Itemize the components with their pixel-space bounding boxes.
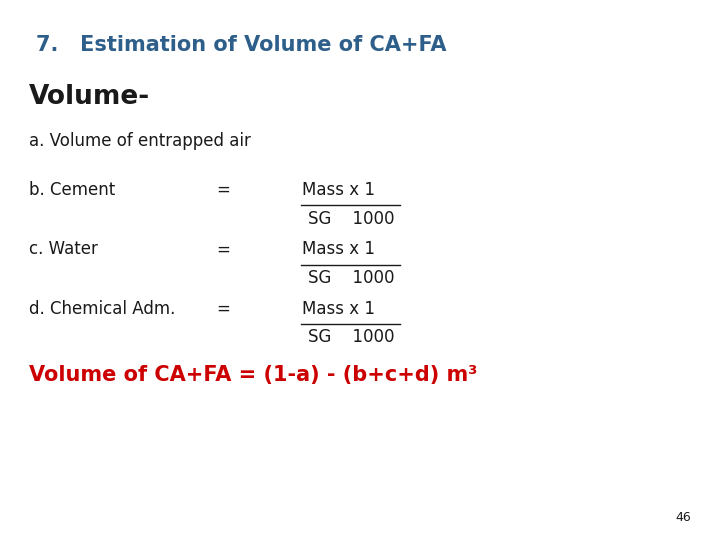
Text: =: = [216, 300, 230, 318]
Text: SG    1000: SG 1000 [308, 210, 395, 227]
Text: 7.   Estimation of Volume of CA+FA: 7. Estimation of Volume of CA+FA [36, 35, 446, 55]
Text: c. Water: c. Water [29, 240, 98, 258]
Text: Volume of CA+FA = (1-a) - (b+c+d) m³: Volume of CA+FA = (1-a) - (b+c+d) m³ [29, 364, 477, 384]
Text: b. Cement: b. Cement [29, 181, 115, 199]
Text: Mass x 1: Mass x 1 [302, 300, 375, 318]
Text: Volume-: Volume- [29, 84, 150, 110]
Text: =: = [216, 240, 230, 258]
Text: Mass x 1: Mass x 1 [302, 240, 375, 258]
Text: Mass x 1: Mass x 1 [302, 181, 375, 199]
Text: d. Chemical Adm.: d. Chemical Adm. [29, 300, 175, 318]
Text: SG    1000: SG 1000 [308, 328, 395, 346]
Text: a. Volume of entrapped air: a. Volume of entrapped air [29, 132, 251, 150]
Text: =: = [216, 181, 230, 199]
Text: SG    1000: SG 1000 [308, 269, 395, 287]
Text: 46: 46 [675, 511, 691, 524]
